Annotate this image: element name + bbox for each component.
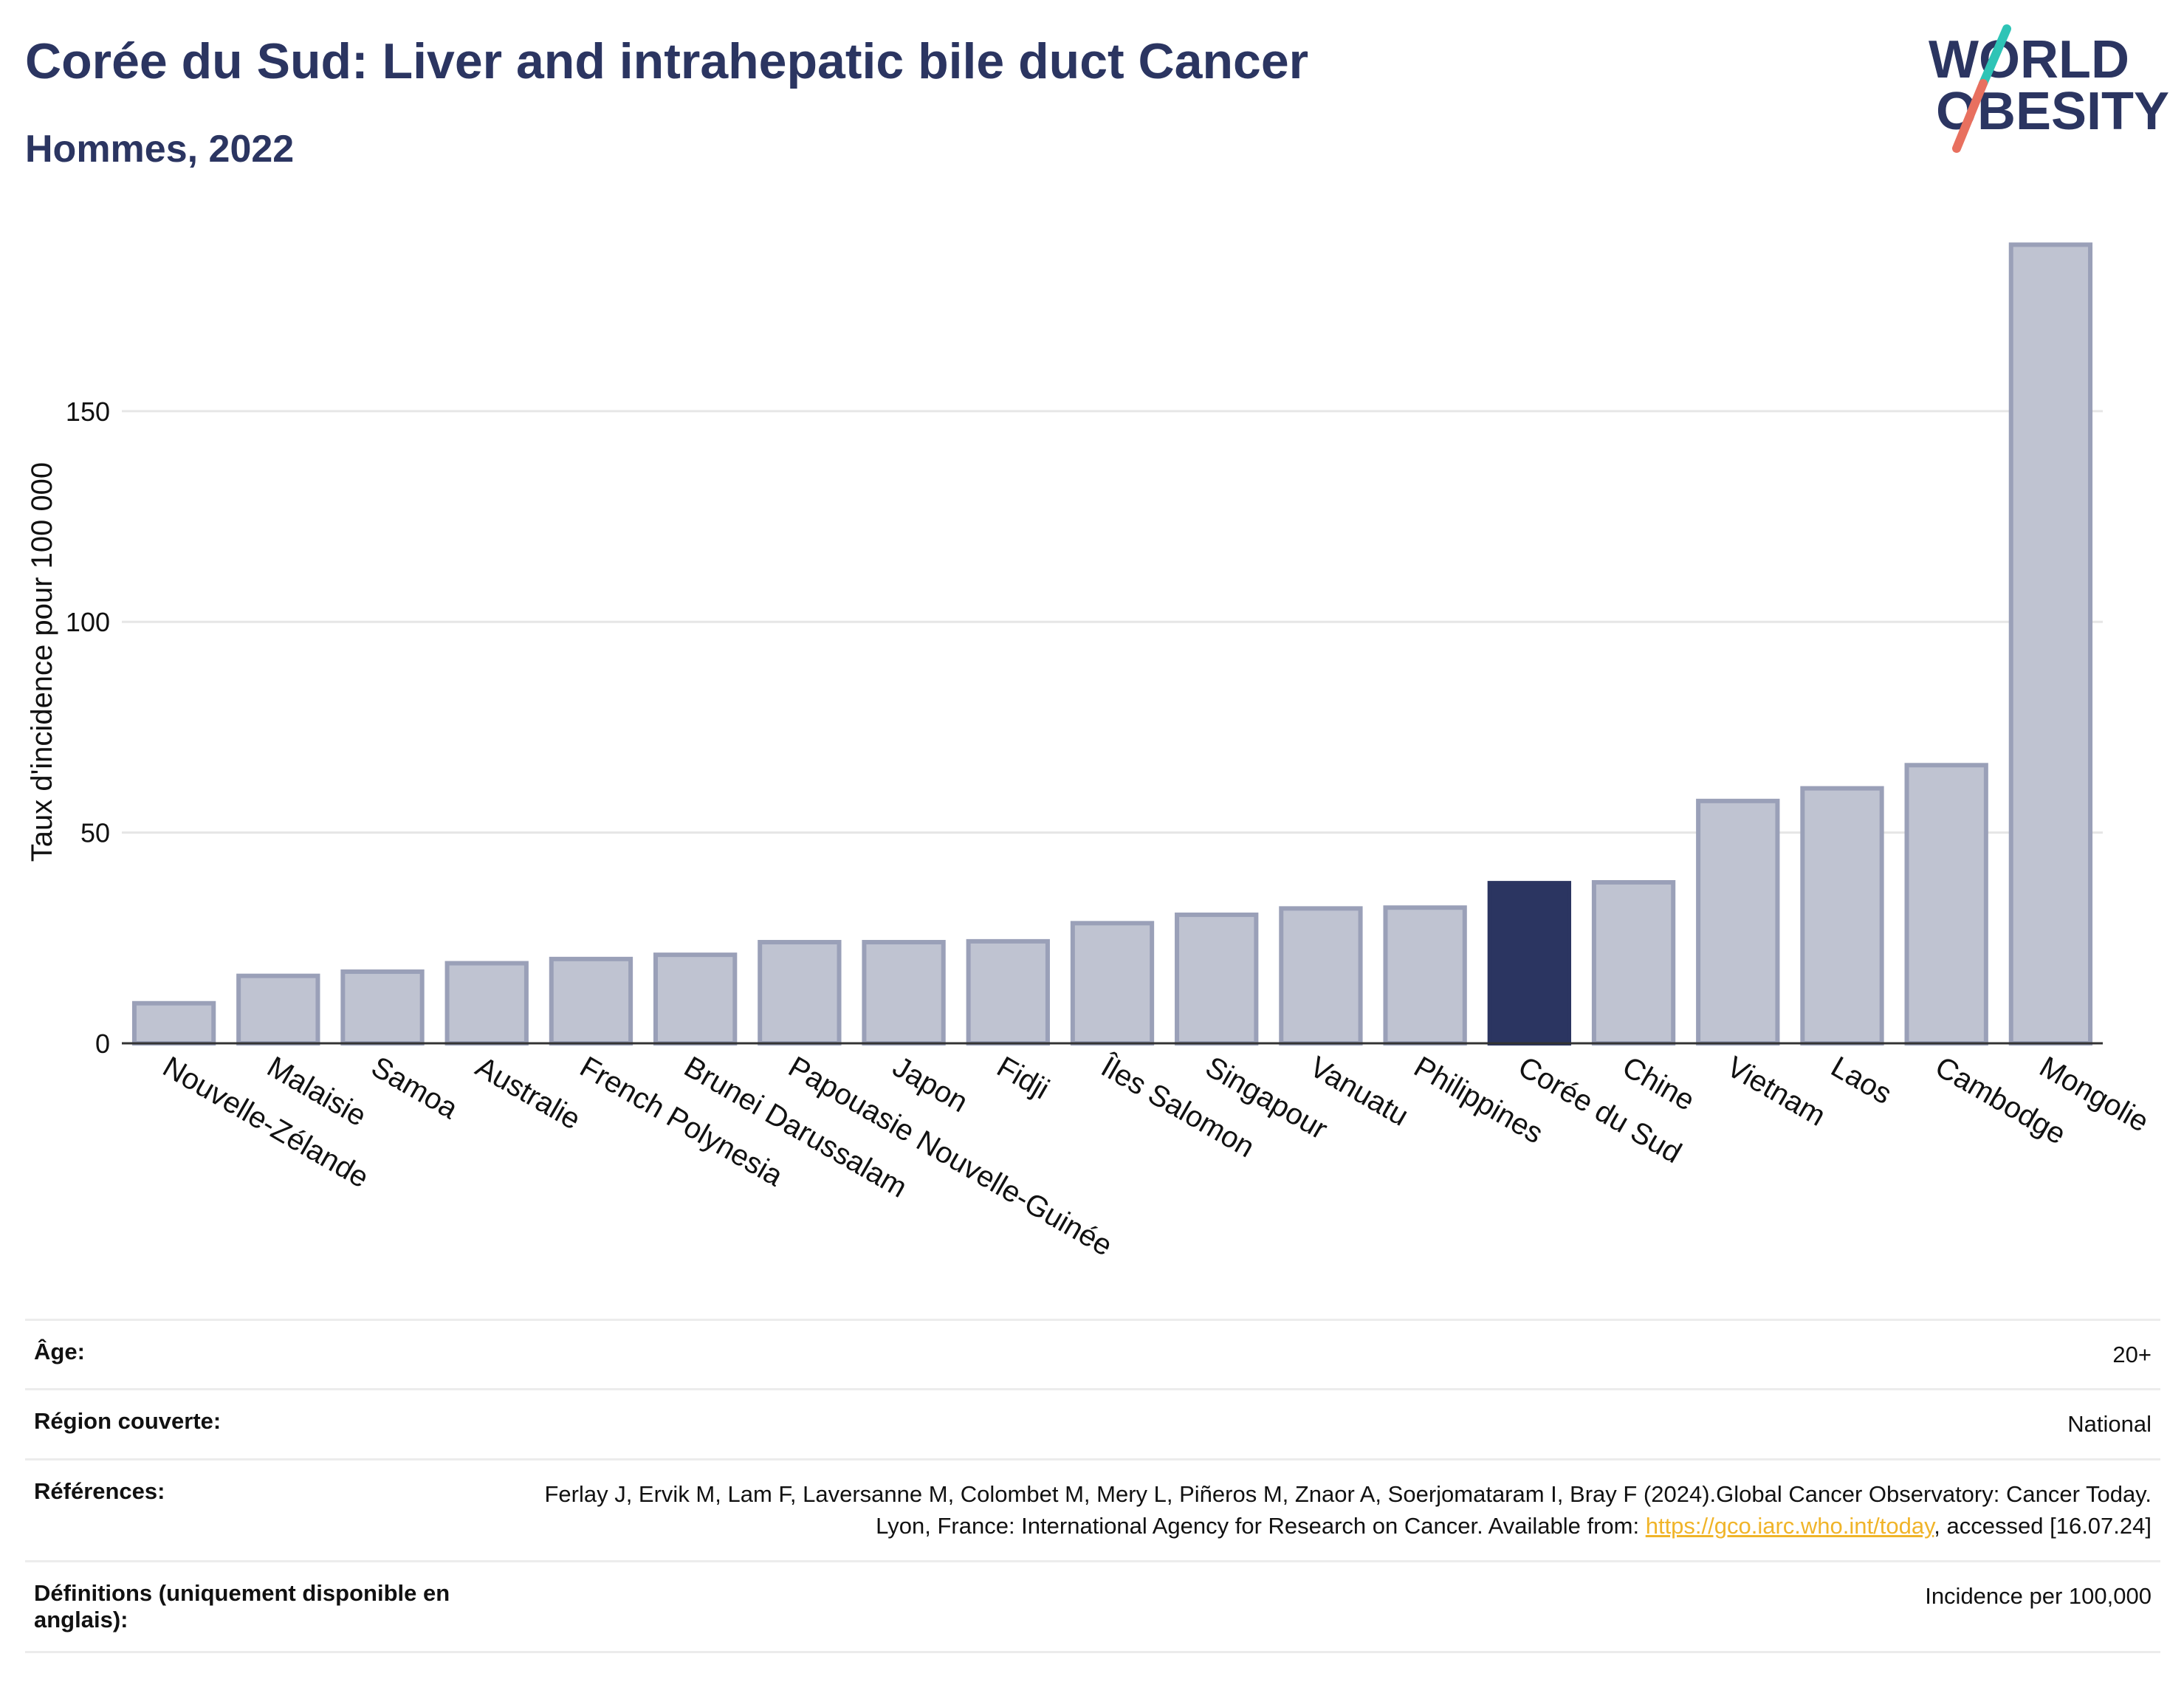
meta-row-age: Âge: 20+	[25, 1318, 2160, 1390]
bar	[236, 973, 320, 1046]
meta-label: Région couverte:	[25, 1388, 530, 1460]
bar	[1591, 879, 1676, 1046]
bar	[340, 969, 425, 1046]
meta-value: National	[530, 1388, 2160, 1460]
meta-label: Références:	[25, 1458, 530, 1562]
logo-text-world: WORLD	[1929, 30, 2129, 89]
meta-value: Incidence per 100,000	[530, 1559, 2160, 1653]
chart-title: Corée du Sud: Liver and intrahepatic bil…	[25, 33, 1309, 89]
chart-subtitle: Hommes, 2022	[25, 128, 295, 171]
y-tick-label: 150	[66, 396, 110, 427]
logo-slash-top	[1979, 24, 2011, 88]
bar	[966, 938, 1050, 1046]
metadata-table: Âge: 20+ Région couverte: National Référ…	[25, 1318, 2160, 1653]
meta-value-references: Ferlay J, Ervik M, Lam F, Laversanne M, …	[530, 1458, 2160, 1562]
bar	[444, 961, 529, 1046]
logo-slash-bottom	[1952, 79, 1988, 153]
y-tick-label: 0	[95, 1029, 110, 1059]
x-tick-label: Chine	[1617, 1051, 1700, 1117]
bar	[2008, 242, 2093, 1046]
bar	[653, 952, 738, 1046]
bar	[1070, 921, 1155, 1046]
bar	[862, 940, 946, 1046]
y-tick-labels: 0 50 100 150	[66, 396, 110, 1059]
meta-row-references: Références: Ferlay J, Ervik M, Lam F, La…	[25, 1458, 2160, 1562]
reference-link[interactable]: https://gco.iarc.who.int/today	[1645, 1513, 1934, 1539]
meta-row-region: Région couverte: National	[25, 1388, 2160, 1460]
bars	[131, 242, 2093, 1046]
world-obesity-logo: WORLD OBESITY	[1929, 24, 2169, 153]
x-tick-label: Fidji	[992, 1051, 1055, 1106]
bar	[1175, 912, 1259, 1046]
bar	[1383, 905, 1467, 1046]
bar	[549, 956, 633, 1046]
x-tick-label: Samoa	[366, 1051, 464, 1126]
meta-label: Âge:	[25, 1318, 530, 1390]
bar	[1279, 906, 1363, 1046]
bar	[1487, 881, 1572, 1046]
y-tick-label: 100	[66, 607, 110, 637]
y-axis-label: Taux d'incidence pour 100 000	[26, 462, 58, 862]
bar	[1800, 786, 1884, 1046]
reference-text: Ferlay J, Ervik M, Lam F, Laversanne M, …	[544, 1480, 2152, 1539]
x-tick-label: Laos	[1825, 1051, 1897, 1110]
grid-lines	[122, 410, 2103, 834]
meta-label: Définitions (uniquement disponible en an…	[25, 1559, 530, 1653]
x-tick-label: Vietnam	[1721, 1051, 1830, 1133]
y-tick-label: 50	[80, 818, 110, 848]
bar	[131, 1000, 216, 1046]
reference-accessed: , accessed [16.07.24]	[1934, 1513, 2152, 1539]
bar	[1904, 763, 1988, 1046]
x-tick-label: Australie	[470, 1051, 586, 1136]
bar	[758, 940, 842, 1046]
meta-value: 20+	[530, 1318, 2160, 1390]
meta-row-definitions: Définitions (uniquement disponible en an…	[25, 1559, 2160, 1653]
bar	[1696, 798, 1780, 1046]
